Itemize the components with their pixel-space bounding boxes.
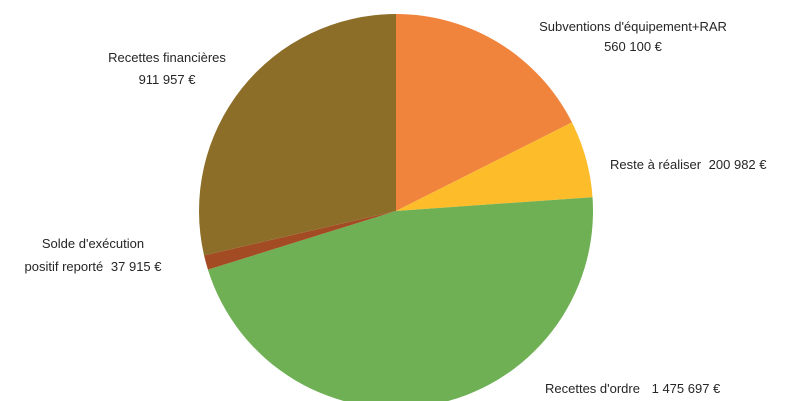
pie-slice-ordre bbox=[207, 197, 593, 401]
slice-label-financieres: Recettes financières bbox=[108, 50, 226, 65]
slice-label-solde-line2: positif reporté 37 915 € bbox=[25, 259, 163, 274]
slice-value-financieres: 911 957 € bbox=[139, 72, 197, 87]
slice-label-solde-line1: Solde d'exécution bbox=[42, 236, 144, 251]
pie-slice-subventions bbox=[396, 14, 572, 211]
slice-value-subventions: 560 100 € bbox=[604, 39, 663, 54]
slice-label-ordre: Recettes d'ordre 1 475 697 € bbox=[545, 381, 721, 396]
slice-label-reste-name: Reste à réaliser bbox=[610, 157, 702, 172]
slice-label-reste: Reste à réaliser 200 982 € bbox=[610, 157, 767, 172]
pie-slice-reste bbox=[396, 122, 593, 211]
slice-label-solde-rest: positif reporté bbox=[25, 259, 104, 274]
slice-value-reste: 200 982 € bbox=[709, 157, 768, 172]
pie-slice-solde bbox=[204, 211, 396, 270]
pie-slices bbox=[199, 14, 593, 401]
pie-slice-financieres bbox=[199, 14, 396, 256]
slice-value-ordre: 1 475 697 € bbox=[652, 381, 721, 396]
slice-value-solde: 37 915 € bbox=[111, 259, 162, 274]
slice-label-subventions: Subventions d'équipement+RAR bbox=[539, 19, 727, 34]
slice-label-ordre-name: Recettes d'ordre bbox=[545, 381, 640, 396]
